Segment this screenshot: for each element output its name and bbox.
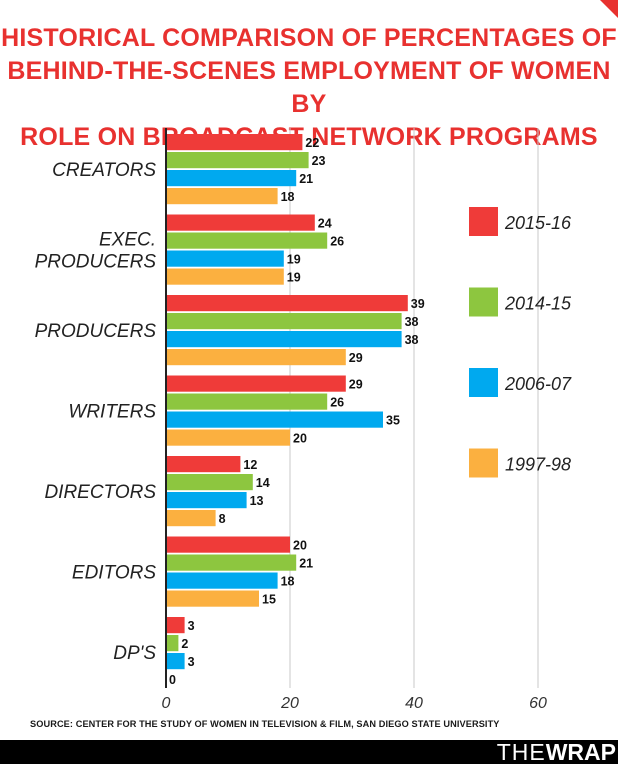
bar xyxy=(166,349,346,366)
x-tick-label: 20 xyxy=(280,695,299,712)
data-label: 2 xyxy=(181,637,188,651)
bar xyxy=(166,590,259,607)
data-label: 8 xyxy=(219,512,226,526)
data-label: 18 xyxy=(281,190,295,204)
data-label: 3 xyxy=(188,619,195,633)
data-label: 20 xyxy=(293,432,307,446)
data-label: 12 xyxy=(243,458,257,472)
category-label: EDITORS xyxy=(72,563,156,584)
category-label: EXEC. xyxy=(99,230,156,251)
bar xyxy=(166,617,185,634)
bar xyxy=(166,456,241,473)
legend-swatch xyxy=(469,287,498,317)
bar xyxy=(166,635,179,652)
data-label: 19 xyxy=(287,271,301,285)
bar xyxy=(166,295,408,312)
bar xyxy=(166,232,328,249)
data-label: 21 xyxy=(299,557,313,571)
data-label: 35 xyxy=(386,414,400,428)
x-tick-label: 60 xyxy=(529,695,547,712)
category-label: PRODUCERS xyxy=(35,321,157,342)
data-label: 19 xyxy=(287,253,301,267)
category-label: CREATORS xyxy=(52,160,156,181)
data-label: 18 xyxy=(281,575,295,589)
bar xyxy=(166,653,185,670)
data-label: 21 xyxy=(299,172,313,186)
bar xyxy=(166,429,290,446)
x-tick-label: 40 xyxy=(405,695,423,712)
legend-label: 2014-15 xyxy=(504,294,572,314)
data-label: 23 xyxy=(312,154,326,168)
legend-label: 2006-07 xyxy=(504,374,572,394)
category-label: PRODUCERS xyxy=(35,252,157,273)
legend-label: 1997-98 xyxy=(505,455,571,475)
bar xyxy=(166,375,346,392)
category-label: DP'S xyxy=(113,643,156,664)
bar xyxy=(166,331,402,348)
data-label: 22 xyxy=(305,136,319,150)
data-label: 26 xyxy=(330,396,344,410)
chart-title: HISTORICAL COMPARISON OF PERCENTAGES OF B… xyxy=(0,22,618,154)
bar xyxy=(166,313,402,330)
bar xyxy=(166,393,328,410)
title-line: ROLE ON BROADCAST NETWORK PROGRAMS xyxy=(20,123,598,151)
bar xyxy=(166,492,247,509)
bar xyxy=(166,536,290,553)
data-label: 14 xyxy=(256,476,270,490)
data-label: 3 xyxy=(188,655,195,669)
brand-the: THE xyxy=(496,739,546,765)
data-label: 24 xyxy=(318,217,332,231)
bar xyxy=(166,250,284,267)
source-note: SOURCE: CENTER FOR THE STUDY OF WOMEN IN… xyxy=(30,719,500,729)
bar xyxy=(166,572,278,589)
bar xyxy=(166,170,297,187)
title-line: HISTORICAL COMPARISON OF PERCENTAGES OF xyxy=(1,24,617,52)
data-label: 29 xyxy=(349,378,363,392)
data-label: 0 xyxy=(169,673,176,687)
brand-logo: THE WRAP xyxy=(497,740,616,764)
x-tick-label: 0 xyxy=(162,695,171,712)
category-label: DIRECTORS xyxy=(44,482,156,503)
bar xyxy=(166,152,309,169)
corner-accent xyxy=(600,0,618,18)
data-label: 39 xyxy=(411,297,425,311)
data-label: 38 xyxy=(405,315,419,329)
category-label: WRITERS xyxy=(68,402,156,423)
data-label: 20 xyxy=(293,539,307,553)
data-label: 26 xyxy=(330,235,344,249)
footer-bar xyxy=(0,740,618,764)
bar xyxy=(166,214,315,231)
bar xyxy=(166,268,284,285)
title-line: BEHIND-THE-SCENES EMPLOYMENT OF WOMEN BY xyxy=(7,57,611,118)
legend-swatch xyxy=(469,368,498,397)
legend-label: 2015-16 xyxy=(504,213,572,233)
legend-swatch xyxy=(469,207,498,236)
data-label: 29 xyxy=(349,351,363,365)
bar xyxy=(166,411,383,428)
data-label: 38 xyxy=(405,333,419,347)
brand-wrap: WRAP xyxy=(545,739,616,765)
data-label: 15 xyxy=(262,593,276,607)
bar xyxy=(166,134,303,151)
bar xyxy=(166,554,297,571)
bar xyxy=(166,474,253,491)
legend-swatch xyxy=(469,448,498,478)
bar xyxy=(166,188,278,205)
bar xyxy=(166,510,216,527)
data-label: 13 xyxy=(250,494,264,508)
